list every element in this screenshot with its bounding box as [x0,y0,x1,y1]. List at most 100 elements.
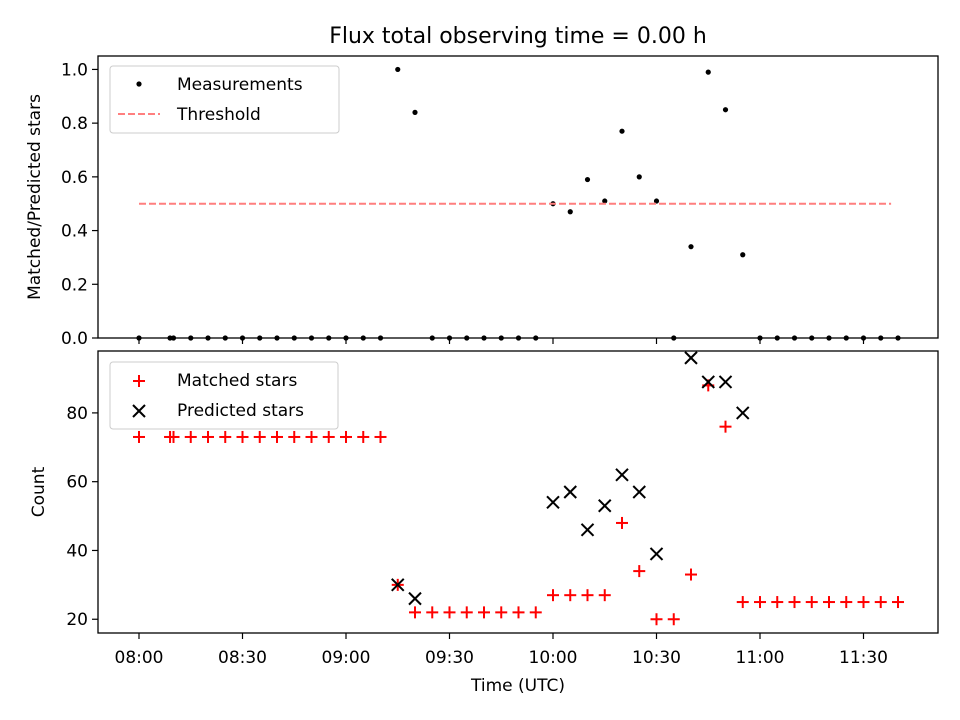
data-point [222,335,228,341]
x-tick-label: 11:00 [736,648,785,668]
data-point [377,335,384,341]
data-point [602,198,608,204]
legend-measurements-label: Measurements [177,75,303,95]
data-point [443,606,456,619]
data-point [718,375,733,389]
data-point [219,430,232,443]
data-point [857,596,870,609]
data-point [598,589,611,602]
data-point [736,596,749,609]
y-tick-label: 0.8 [61,114,88,134]
data-point [874,596,887,609]
data-point-stroke [718,375,733,389]
data-point [843,335,849,341]
data-point-stroke [563,485,577,499]
data-point [684,351,698,365]
data-point [740,252,746,258]
y-tick-label: 0.4 [61,222,88,242]
data-point [736,406,750,420]
y-tick-label: 80 [66,404,88,424]
data-point [580,523,595,537]
data-point [705,69,711,75]
x-tick-label: 11:30 [839,648,888,668]
data-point [878,335,884,341]
data-point [340,430,352,443]
data-point [615,468,629,482]
series-matched-stars [133,379,904,626]
data-point-stroke [546,495,560,510]
x-axis-label: Time (UTC) [470,676,565,696]
bottom-y-axis-label: Count [29,466,49,517]
data-point [791,335,798,341]
data-point [326,335,332,341]
data-point [288,430,301,443]
y-tick-label: 0.6 [61,168,88,188]
top-legend: Measurements Threshold [109,65,340,134]
bottom-legend-box [109,361,339,430]
data-point [632,485,646,499]
data-point [274,335,280,341]
data-point-stroke [736,406,750,420]
data-point [564,589,577,602]
legend-predicted-label: Predicted stars [177,401,304,421]
y-tick-label: 60 [66,473,88,493]
data-point [291,335,297,341]
data-point [460,606,473,619]
data-point [478,606,490,619]
data-point [305,430,318,443]
data-point [649,547,664,561]
data-point [650,613,663,626]
data-point [426,606,439,619]
data-point [409,606,421,619]
data-point [892,596,904,609]
data-point [567,209,573,215]
legend-matched-marker [133,375,145,387]
data-point-stroke [580,523,595,537]
data-point [360,335,366,341]
data-point [701,375,715,389]
data-point [205,335,211,341]
data-point [563,485,577,499]
data-point [408,591,422,606]
x-tick-label: 10:30 [632,648,681,668]
data-point [636,174,642,180]
top-legend-box [109,65,340,134]
data-point [547,589,559,602]
data-point [788,596,801,609]
data-point [771,596,784,609]
y-tick-label: 40 [66,541,88,561]
data-point [805,596,818,609]
data-point [481,335,487,341]
data-point [308,335,315,341]
bottom-panel: 20 40 60 80 08:00 08:30 09:00 09:30 10:00 10:30 1… [29,350,939,696]
data-point [719,420,732,433]
data-point-stroke [684,351,698,365]
y-tick-label: 20 [66,610,88,630]
data-point-stroke [632,485,646,499]
data-point [546,495,560,510]
data-point [688,244,694,250]
data-point [170,335,177,341]
data-point [429,335,435,341]
data-point [584,176,591,183]
legend-matched-label: Matched stars [177,371,297,391]
data-point [391,578,405,592]
legend-measurements-marker [136,81,142,87]
x-tick-label: 08:30 [218,648,267,668]
bottom-plot-area [133,351,904,626]
data-point [774,335,780,341]
data-point [464,335,470,341]
data-point-stroke [649,547,664,561]
top-y-axis-label: Matched/Predicted stars [25,94,45,300]
data-point [529,606,542,619]
data-point [133,430,145,443]
bottom-x-axis: 08:00 08:30 09:00 09:30 10:00 10:30 11:00 11:30 [115,633,888,668]
data-point [322,430,335,443]
data-point [495,606,508,619]
data-point [257,335,263,341]
data-point [826,335,832,341]
data-point [167,430,180,443]
data-point [188,335,194,341]
series-predicted-stars [391,351,750,606]
